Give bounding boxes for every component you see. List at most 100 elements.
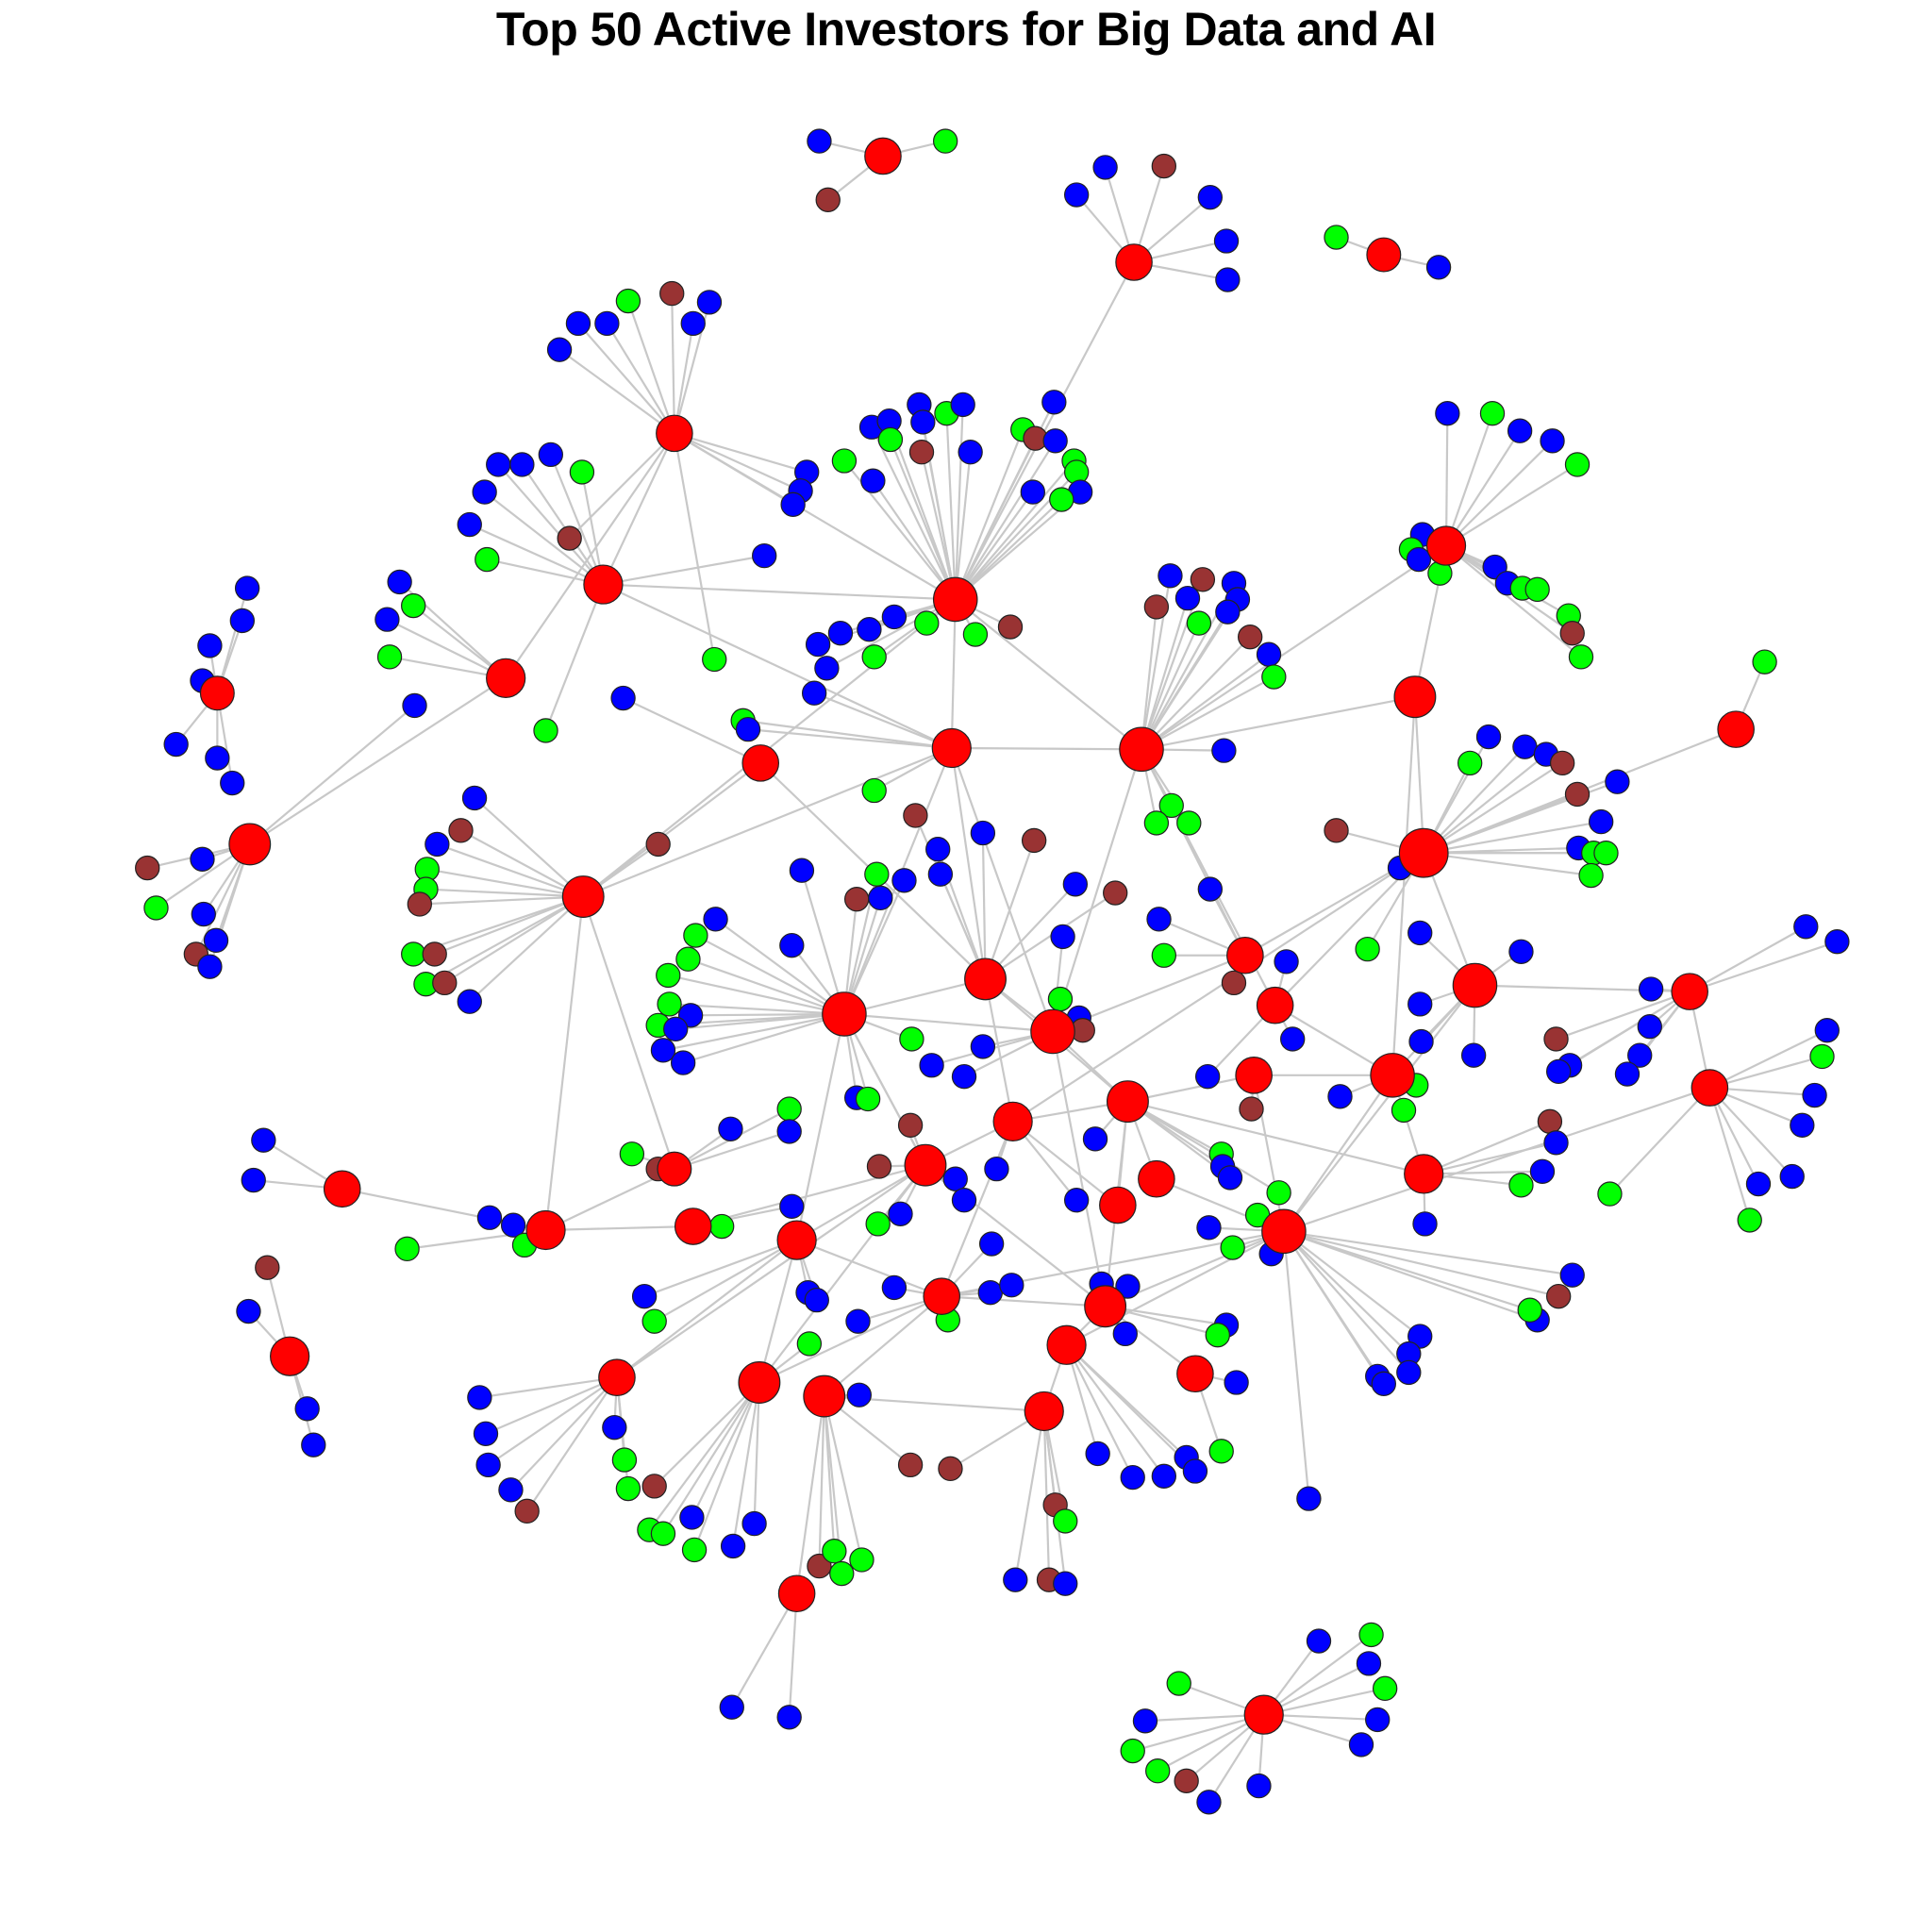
company-node: [1151, 153, 1177, 179]
company-node: [1475, 724, 1502, 750]
investor-link: [582, 746, 953, 898]
investment-link: [386, 618, 507, 679]
investment-link: [654, 1239, 798, 1323]
investment-link: [662, 1381, 760, 1535]
company-node: [1391, 1097, 1417, 1124]
investor-link: [603, 583, 956, 601]
company-node: [611, 1447, 638, 1473]
company-node: [190, 846, 215, 872]
investor-node: [1119, 726, 1164, 773]
company-node: [1197, 876, 1223, 902]
investment-link: [1423, 792, 1578, 855]
investment-link: [483, 491, 605, 586]
company-node: [457, 989, 482, 1014]
company-node: [888, 1201, 913, 1226]
investment-link: [1444, 413, 1449, 546]
company-node: [1802, 1082, 1827, 1108]
investment-link: [1126, 1100, 1280, 1194]
company-node: [670, 1050, 696, 1075]
investment-link: [1557, 991, 1690, 1073]
company-node: [776, 1096, 802, 1122]
company-node: [251, 1127, 276, 1153]
company-node: [1355, 936, 1380, 962]
company-node: [1358, 1622, 1384, 1648]
company-node: [448, 818, 474, 843]
company-node: [1143, 810, 1170, 836]
company-node: [679, 1505, 705, 1530]
investment-link: [549, 454, 605, 585]
investment-link: [1424, 821, 1602, 855]
company-node: [681, 1537, 708, 1563]
investment-link: [691, 1012, 844, 1017]
company-node: [1215, 599, 1241, 625]
investment-link: [682, 1012, 845, 1064]
company-node: [533, 718, 558, 743]
company-node: [1348, 1732, 1374, 1757]
investment-link: [1140, 607, 1158, 750]
company-node: [857, 617, 882, 642]
company-node: [191, 901, 216, 927]
company-node: [881, 604, 908, 630]
company-node: [804, 1287, 829, 1313]
company-node: [467, 1385, 492, 1410]
investment-link: [954, 498, 1063, 601]
company-node: [1190, 567, 1216, 592]
investor-link: [505, 432, 675, 679]
investment-link: [732, 1382, 760, 1547]
investor-node: [738, 1361, 781, 1404]
company-node: [1396, 1359, 1422, 1386]
company-node: [657, 991, 682, 1017]
investor-link: [1127, 1100, 1424, 1175]
investor-node: [1452, 962, 1498, 1008]
company-node: [1324, 225, 1349, 250]
company-node: [1356, 1651, 1382, 1676]
company-node: [1146, 907, 1172, 932]
investment-link: [1423, 761, 1563, 855]
investor-link: [758, 1240, 798, 1383]
investment-link: [626, 300, 675, 434]
investment-link: [1065, 1344, 1196, 1473]
company-node: [1614, 1061, 1641, 1087]
company-node: [843, 886, 870, 912]
investor-link: [984, 978, 1014, 1123]
company-node: [978, 1231, 1005, 1257]
company-node: [970, 1034, 996, 1059]
company-node: [1435, 401, 1460, 426]
company-node: [1174, 1768, 1199, 1793]
investment-link: [459, 829, 584, 898]
company-node: [805, 631, 831, 658]
company-node: [865, 1211, 891, 1237]
investment-link: [479, 1376, 618, 1399]
company-node: [1062, 872, 1089, 897]
investor-node: [864, 137, 902, 175]
company-node: [1176, 810, 1202, 836]
investor-link: [1127, 1074, 1255, 1103]
company-node: [683, 923, 708, 948]
company-node: [779, 1193, 805, 1220]
company-node: [294, 1396, 320, 1422]
investment-link: [954, 428, 1024, 600]
company-node: [891, 868, 917, 893]
company-node: [1197, 184, 1223, 210]
company-node: [702, 646, 727, 673]
investment-link: [889, 439, 957, 600]
company-node: [1196, 1790, 1222, 1815]
company-node: [659, 280, 685, 307]
investment-link: [954, 440, 1057, 601]
company-node: [807, 1553, 832, 1579]
investor-node: [904, 1143, 947, 1187]
investor-link: [1283, 984, 1476, 1232]
investment-link: [920, 451, 957, 600]
company-node: [866, 1154, 892, 1179]
company-node: [703, 907, 728, 932]
investor-link: [824, 1295, 942, 1397]
company-node: [1793, 914, 1819, 940]
investment-link: [544, 584, 605, 731]
investment-link: [1708, 1087, 1751, 1221]
company-node: [864, 861, 890, 887]
investment-link: [984, 883, 1076, 980]
company-node: [1020, 479, 1046, 505]
company-node: [1120, 1464, 1145, 1491]
company-node: [656, 962, 681, 989]
company-node: [1213, 228, 1240, 254]
